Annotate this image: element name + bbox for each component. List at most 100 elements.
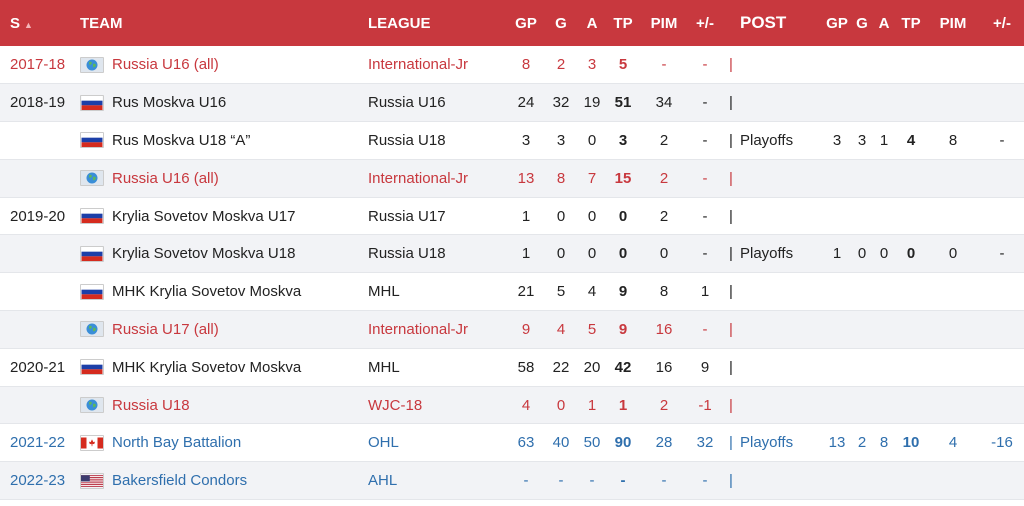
column-tp[interactable]: TP	[613, 14, 633, 32]
column-plus-minus[interactable]: +/-	[696, 14, 714, 32]
gp-cell: 63	[508, 423, 544, 463]
column-post-tp[interactable]: TP	[901, 14, 921, 32]
post-cell	[740, 272, 822, 312]
team-link[interactable]: Rus Moskva U16	[112, 94, 227, 112]
post-cell	[740, 310, 822, 349]
separator: |	[722, 121, 740, 160]
league-link[interactable]: AHL	[368, 461, 508, 501]
post-tp-cell	[896, 83, 926, 123]
league-link[interactable]: OHL	[368, 423, 508, 463]
season-cell[interactable]: 2020-21	[0, 348, 80, 387]
league-link[interactable]: Russia U18	[368, 234, 508, 274]
post-gp-cell	[822, 159, 852, 198]
pim-cell: 2	[640, 197, 688, 236]
a-cell: -	[578, 461, 606, 501]
a-cell: 50	[578, 423, 606, 463]
column-post-pim[interactable]: PIM	[939, 14, 967, 32]
table-row: 2022-23 Bakersfield Condors AHL - - - - …	[0, 461, 1024, 501]
post-a-cell	[872, 272, 896, 312]
league-link[interactable]: MHL	[368, 348, 508, 387]
team-link[interactable]: Russia U18	[112, 396, 190, 414]
post-pim-cell: 4	[926, 423, 980, 463]
russia-flag-icon	[80, 283, 104, 300]
plus-minus-cell: -	[688, 310, 722, 349]
column-team[interactable]: TEAM	[80, 14, 123, 32]
league-link[interactable]: Russia U16	[368, 83, 508, 123]
season-cell[interactable]: 2019-20	[0, 197, 80, 236]
g-cell: 0	[544, 197, 578, 236]
column-season[interactable]: S ▲	[10, 14, 33, 32]
column-post-plus-minus[interactable]: +/-	[993, 14, 1011, 32]
globe-icon	[80, 56, 104, 73]
team-link[interactable]: Rus Moskva U18 “A”	[112, 131, 251, 149]
pim-cell: 34	[640, 83, 688, 123]
separator: |	[722, 83, 740, 123]
league-link[interactable]: International-Jr	[368, 46, 508, 85]
tp-cell: -	[606, 461, 640, 501]
season-cell[interactable]: 2017-18	[0, 46, 80, 85]
post-tp-cell	[896, 386, 926, 425]
season-cell[interactable]: 2022-23	[0, 461, 80, 501]
column-g[interactable]: G	[555, 14, 567, 32]
table-row: 2019-20 Krylia Sovetov Moskva U17 Russia…	[0, 197, 1024, 236]
team-link[interactable]: Russia U16 (all)	[112, 56, 219, 74]
tp-cell: 5	[606, 46, 640, 85]
post-cell	[740, 386, 822, 425]
gp-cell: 21	[508, 272, 544, 312]
team-link[interactable]: MHK Krylia Sovetov Moskva	[112, 358, 302, 376]
column-league[interactable]: LEAGUE	[368, 14, 431, 32]
gp-cell: 9	[508, 310, 544, 349]
season-cell[interactable]	[0, 159, 80, 198]
plus-minus-cell: -	[688, 46, 722, 85]
team-link[interactable]: Krylia Sovetov Moskva U17	[112, 207, 296, 225]
season-cell[interactable]	[0, 272, 80, 312]
post-plus-minus-cell	[980, 272, 1024, 312]
season-cell[interactable]	[0, 310, 80, 349]
post-a-cell	[872, 310, 896, 349]
column-post-g[interactable]: G	[856, 14, 868, 32]
pim-cell: 16	[640, 348, 688, 387]
column-pim[interactable]: PIM	[650, 14, 678, 32]
league-link[interactable]: MHL	[368, 272, 508, 312]
season-cell[interactable]	[0, 386, 80, 425]
column-gp[interactable]: GP	[515, 14, 537, 32]
column-post-gp[interactable]: GP	[826, 14, 848, 32]
russia-flag-icon	[80, 245, 104, 262]
g-cell: 0	[544, 386, 578, 425]
season-cell[interactable]	[0, 121, 80, 160]
post-plus-minus-cell: -	[980, 121, 1024, 160]
globe-icon	[80, 170, 104, 187]
post-plus-minus-cell	[980, 461, 1024, 501]
gp-cell: 8	[508, 46, 544, 85]
post-tp-cell: 10	[896, 423, 926, 463]
team-link[interactable]: MHK Krylia Sovetov Moskva	[112, 283, 302, 301]
team-link[interactable]: Russia U16 (all)	[112, 169, 219, 187]
a-cell: 0	[578, 121, 606, 160]
season-cell[interactable]: 2018-19	[0, 83, 80, 123]
post-g-cell	[852, 461, 872, 501]
team-link[interactable]: North Bay Battalion	[112, 434, 242, 452]
gp-cell: 4	[508, 386, 544, 425]
league-link[interactable]: Russia U18	[368, 121, 508, 160]
season-cell[interactable]: 2021-22	[0, 423, 80, 463]
league-link[interactable]: International-Jr	[368, 310, 508, 349]
column-post[interactable]: POST	[740, 13, 787, 32]
column-a[interactable]: A	[586, 14, 598, 32]
tp-cell: 1	[606, 386, 640, 425]
season-cell[interactable]	[0, 234, 80, 274]
plus-minus-cell: -	[688, 159, 722, 198]
plus-minus-cell: 9	[688, 348, 722, 387]
team-link[interactable]: Krylia Sovetov Moskva U18	[112, 245, 296, 263]
league-link[interactable]: WJC-18	[368, 386, 508, 425]
post-pim-cell	[926, 310, 980, 349]
league-link[interactable]: Russia U17	[368, 197, 508, 236]
g-cell: 5	[544, 272, 578, 312]
team-cell: MHK Krylia Sovetov Moskva	[80, 348, 368, 387]
team-link[interactable]: Russia U17 (all)	[112, 320, 219, 338]
team-link[interactable]: Bakersfield Condors	[112, 472, 248, 490]
league-link[interactable]: International-Jr	[368, 159, 508, 198]
separator: |	[722, 310, 740, 349]
column-post-a[interactable]: A	[878, 14, 890, 32]
a-cell: 0	[578, 197, 606, 236]
post-gp-cell: 13	[822, 423, 852, 463]
